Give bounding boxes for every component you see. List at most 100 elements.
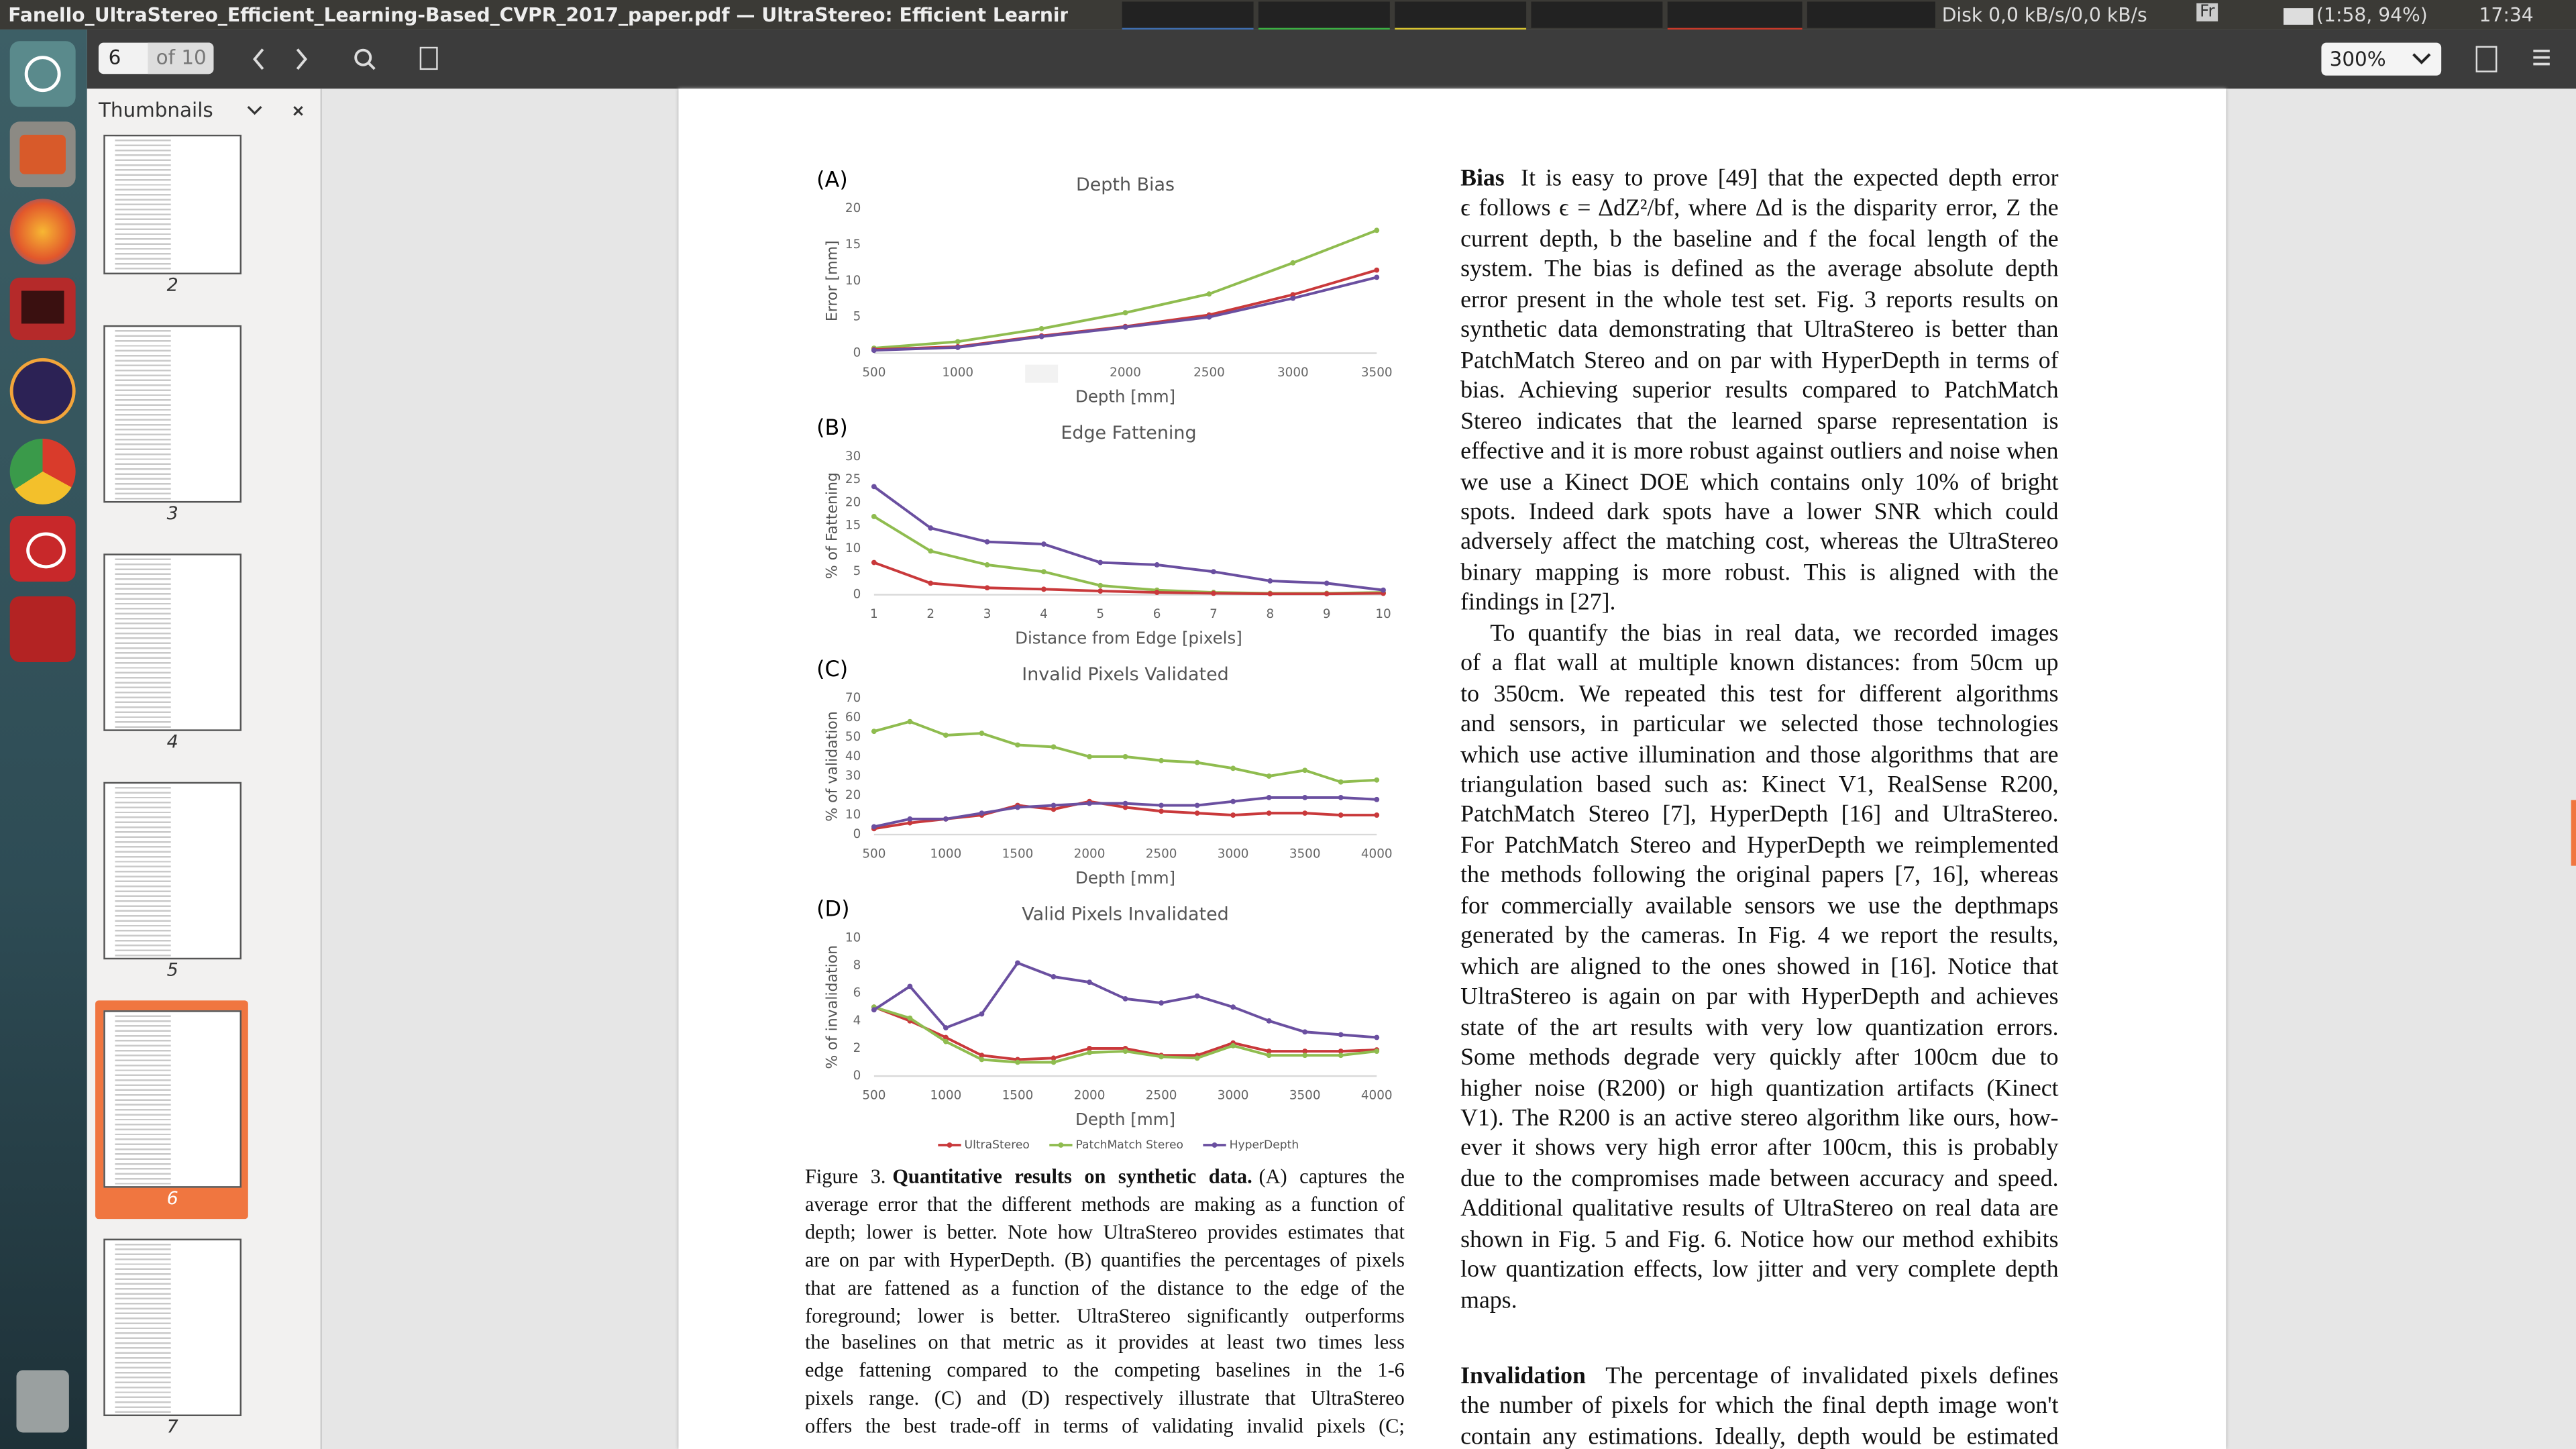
text: To quantify the bias in real data, we re…	[1490, 621, 2059, 647]
caption-heading: Quantitative results on synthetic data.	[892, 1165, 1252, 1188]
y-tick-label: 0	[853, 588, 861, 602]
data-point	[1051, 806, 1057, 812]
data-point	[907, 1015, 913, 1021]
x-tick-label: 2500	[1146, 847, 1177, 861]
chart-title: Invalid Pixels Validated	[1022, 664, 1228, 685]
launcher-icon[interactable]	[9, 199, 76, 265]
data-point	[1374, 227, 1380, 233]
text: UltraStereo is again on par with HyperDe…	[1460, 984, 2059, 1011]
battery-indicator: (1:58, 94%)	[2316, 3, 2428, 27]
launcher-icon[interactable]	[9, 121, 76, 188]
x-tick-label: 1500	[1002, 1088, 1034, 1102]
data-point	[1338, 1032, 1344, 1038]
menu-button[interactable]	[2532, 46, 2551, 69]
data-point	[1381, 587, 1386, 593]
data-point	[1122, 310, 1128, 316]
data-point	[1211, 590, 1216, 596]
launcher	[0, 30, 87, 1449]
text-line: triangulation based such as: Kinect V1, …	[1460, 771, 2058, 800]
data-point	[1338, 1053, 1344, 1059]
annotate-button[interactable]	[419, 46, 438, 70]
data-point	[1194, 993, 1200, 999]
sidebar-close[interactable]	[293, 106, 303, 116]
launcher-icon[interactable]	[9, 438, 76, 504]
series-line	[873, 268, 1377, 352]
sidebar-dropdown[interactable]	[247, 106, 262, 115]
panel-label: (D)	[816, 896, 849, 922]
y-tick-label: 6	[853, 986, 861, 1000]
launcher-icon[interactable]	[9, 515, 76, 582]
launcher-icon[interactable]	[16, 1370, 69, 1433]
top-bar: Fanello_UltraStereo_Efficient_Learning-B…	[0, 0, 2576, 33]
chart-title: Depth Bias	[1076, 174, 1175, 195]
y-tick-label: 30	[845, 449, 861, 464]
thumbnail[interactable]	[103, 134, 242, 274]
text-line: maps.	[1460, 1286, 2058, 1316]
thumbnail[interactable]	[103, 325, 242, 503]
text-line: which use active illumination and those …	[1460, 740, 2058, 769]
thumbnail[interactable]	[103, 1010, 242, 1188]
page-input[interactable]: 6 of 10	[98, 42, 214, 74]
search-button[interactable]	[354, 48, 372, 66]
launcher-icon[interactable]	[9, 358, 76, 424]
x-tick-label: 8	[1266, 607, 1274, 621]
panel-label: (A)	[816, 166, 848, 192]
zoom-select[interactable]: 300%	[2321, 42, 2442, 76]
data-point	[1266, 794, 1272, 800]
x-tick-label: 3000	[1277, 366, 1309, 380]
keyboard-indicator[interactable]: Fr	[2196, 3, 2218, 21]
prev-button[interactable]	[253, 48, 264, 70]
thumbnail[interactable]	[103, 782, 242, 960]
data-point	[1211, 569, 1216, 575]
data-point	[1194, 802, 1200, 808]
text: error present in the whole test set. Fig…	[1460, 287, 2059, 314]
y-tick-label: 0	[853, 346, 861, 360]
legend-marker	[1212, 1142, 1218, 1148]
x-tick-label: 1000	[930, 1088, 962, 1102]
data-point	[1290, 295, 1296, 301]
x-tick-label: 3500	[1289, 847, 1321, 861]
x-tick-label: 3500	[1289, 1088, 1321, 1102]
thumbnail[interactable]	[103, 1238, 242, 1417]
data-point	[1374, 1034, 1380, 1040]
data-point	[955, 344, 961, 350]
text: state of the art results with very low q…	[1460, 1014, 2059, 1041]
launcher-icon[interactable]	[9, 596, 76, 662]
text-line: we use a Kinect DOE which contains only …	[1460, 468, 2058, 497]
data-point	[1154, 562, 1160, 568]
document-button[interactable]	[2475, 46, 2498, 72]
text: PatchMatch Stereo and on par with HyperD…	[1460, 347, 2059, 374]
text-line: the number of pixels for which the final…	[1460, 1392, 2058, 1421]
thumbnail-label: 7	[166, 1416, 178, 1438]
launcher-icon[interactable]	[9, 41, 76, 107]
data-point	[871, 1007, 877, 1013]
thumbnail[interactable]	[103, 553, 242, 731]
text: higher noise (R200) or high quantization…	[1460, 1075, 2059, 1102]
data-point	[1122, 1049, 1128, 1054]
text-line: UltraStereo is again on par with HyperDe…	[1460, 983, 2058, 1012]
y-axis-label: % of invalidation	[824, 945, 841, 1069]
text: effective and it is more robust against …	[1460, 438, 2059, 466]
text-line: For PatchMatch Stereo and HyperDepth we …	[1460, 831, 2058, 861]
thumbnail-label: 3	[166, 502, 178, 525]
page-count: of 10	[156, 46, 207, 69]
data-point	[871, 559, 877, 566]
y-tick-label: 10	[845, 808, 861, 822]
data-point	[1015, 804, 1020, 810]
data-point	[1122, 754, 1128, 759]
data-point	[1051, 1055, 1057, 1061]
text-line: low quantization effects, low jitter and…	[1460, 1255, 2058, 1285]
data-point	[1159, 1000, 1164, 1006]
data-point	[871, 484, 877, 490]
scrollbar[interactable]	[2571, 800, 2576, 866]
launcher-icon[interactable]	[9, 277, 76, 340]
data-point	[871, 729, 877, 735]
y-tick-label: 20	[845, 495, 861, 509]
text: V1). The R200 is an active stereo algori…	[1460, 1106, 2059, 1132]
section-heading: Invalidation	[1460, 1363, 1586, 1390]
thumbnail-label: 4	[166, 731, 178, 753]
next-button[interactable]	[296, 48, 308, 70]
x-tick-label: 7	[1210, 607, 1218, 621]
data-point	[1015, 960, 1020, 966]
data-point	[1087, 1046, 1092, 1051]
